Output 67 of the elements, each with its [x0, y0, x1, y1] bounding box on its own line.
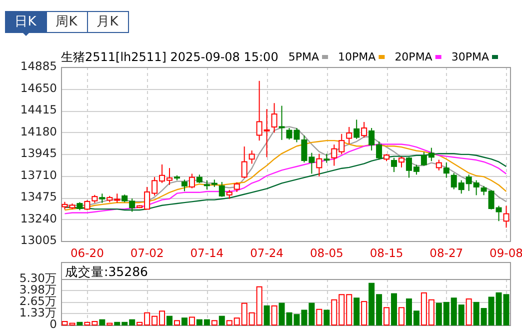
- bar: [398, 307, 404, 326]
- candlestick: [218, 181, 225, 198]
- y-tick-label: 13475: [20, 190, 57, 204]
- y-tick-label: 1.33万: [19, 305, 57, 320]
- bar: [271, 305, 278, 326]
- candlestick: [181, 179, 188, 192]
- candlestick: [188, 173, 195, 189]
- bar: [264, 305, 270, 326]
- candlestick: [361, 121, 368, 138]
- bar: [181, 318, 188, 326]
- candlestick: [503, 205, 510, 228]
- bar: [466, 298, 472, 326]
- y-tick-label: 14180: [20, 124, 57, 138]
- bar: [354, 298, 360, 326]
- candlestick: [241, 146, 248, 178]
- legend-label: 10PMA: [338, 50, 376, 64]
- y-tick-label: 3.98万: [19, 282, 57, 296]
- bar: [391, 293, 398, 326]
- legend-label: 5PMA: [288, 50, 320, 64]
- y-tick-label: 13005: [20, 233, 57, 247]
- y-tick-label: 13240: [20, 211, 57, 226]
- x-tick-label: 07-24: [250, 246, 284, 260]
- chart-title: 生猪2511[lh2511] 2025-09-08 15:00: [61, 50, 278, 64]
- text: 日K: [14, 14, 37, 30]
- candlestick: [99, 193, 106, 204]
- candlestick: [234, 182, 240, 192]
- x-tick-label: 07-14: [190, 246, 224, 260]
- candlestick: [316, 153, 322, 177]
- y-tick-label: 14885: [20, 59, 57, 73]
- x-tick-label: 06-20: [70, 246, 104, 260]
- bar: [99, 319, 106, 326]
- candlestick: [271, 102, 278, 134]
- candlestick: [346, 126, 352, 144]
- text: 月K: [96, 14, 119, 30]
- x-tick-label: 08-05: [310, 246, 344, 260]
- y-tick-label: 5.30万: [19, 271, 57, 285]
- candlestick: [391, 157, 398, 173]
- bar: [324, 310, 330, 326]
- bar: [166, 316, 173, 326]
- x-tick-label: 09-08: [490, 246, 522, 260]
- candlestick: [278, 105, 285, 140]
- y-tick-label: 14415: [20, 102, 57, 116]
- bar: [76, 322, 83, 326]
- legend-label: 20PMA: [394, 50, 433, 64]
- candlestick: [443, 162, 450, 178]
- y-tick-label: 14650: [20, 80, 57, 95]
- candlestick: [398, 156, 404, 168]
- y-tick-label: 13710: [20, 168, 57, 182]
- bar: [218, 316, 225, 326]
- x-tick-label: 08-27: [430, 246, 464, 260]
- y-tick-label: 0: [50, 317, 57, 330]
- y-tick-label: 2.65万: [19, 294, 57, 308]
- candlestick: [436, 159, 442, 171]
- legend-label: 30PMA: [451, 50, 490, 64]
- bar: [211, 320, 218, 326]
- chart-title: 成交量:35286: [65, 264, 148, 279]
- bar: [384, 307, 390, 326]
- bar: [188, 316, 195, 326]
- bar: [361, 301, 368, 326]
- candlestick: [354, 119, 360, 140]
- bar: [316, 308, 322, 326]
- x-tick-label: 08-15: [370, 246, 404, 260]
- bar: [174, 320, 180, 326]
- candlestick: [248, 150, 255, 164]
- y-tick-label: 13945: [20, 146, 57, 160]
- x-tick-label: 07-02: [130, 246, 164, 260]
- text: 周K: [56, 14, 78, 30]
